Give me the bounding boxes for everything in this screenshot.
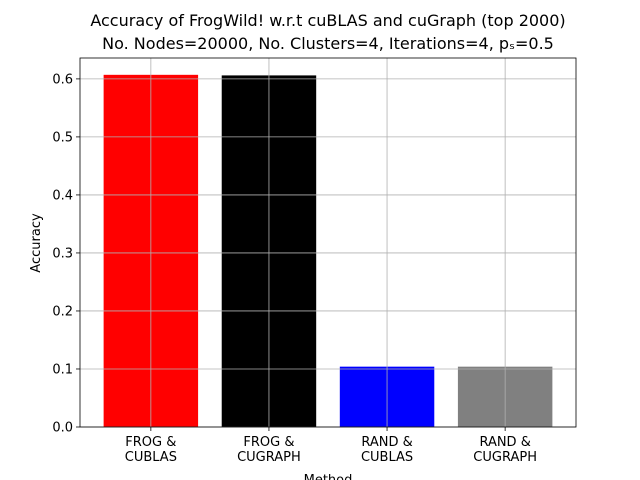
y-tick-label: 0.2 xyxy=(52,304,73,319)
y-tick-label: 0.6 xyxy=(52,72,73,87)
chart-subtitle: No. Nodes=20000, No. Clusters=4, Iterati… xyxy=(102,34,554,53)
x-axis-label: Method xyxy=(304,473,353,480)
x-tick-label: RAND & CUBLAS xyxy=(361,435,413,465)
chart-title: Accuracy of FrogWild! w.r.t cuBLAS and c… xyxy=(90,11,565,30)
y-tick-label: 0.1 xyxy=(52,362,73,377)
x-tick-label: FROG & CUBLAS xyxy=(125,435,177,465)
x-tick-label: FROG & CUGRAPH xyxy=(237,435,301,465)
y-tick-label: 0.0 xyxy=(52,421,73,436)
y-tick-label: 0.4 xyxy=(52,188,73,203)
plot-frame xyxy=(79,57,577,428)
y-tick-label: 0.5 xyxy=(52,130,73,145)
y-tick-label: 0.3 xyxy=(52,246,73,261)
y-axis-label: Accuracy xyxy=(29,213,44,273)
x-tick-label: RAND & CUGRAPH xyxy=(473,435,537,465)
